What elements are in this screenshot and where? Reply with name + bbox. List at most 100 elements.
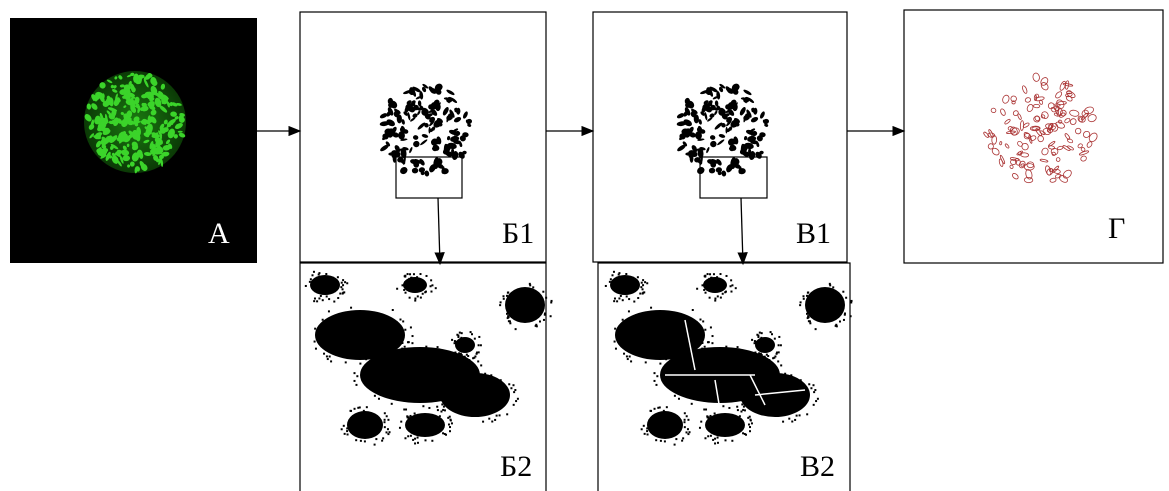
texture-blob [312, 274, 314, 276]
panel-label: Б2 [500, 450, 532, 483]
texture-blob [382, 437, 384, 439]
texture-blob [437, 409, 439, 411]
texture-blob [665, 358, 667, 360]
texture-blob [757, 336, 759, 338]
texture-blob [354, 408, 356, 410]
texture-blob [674, 444, 676, 446]
texture-blob [309, 281, 311, 283]
texture-blob [349, 410, 351, 412]
texture-blob [517, 398, 519, 400]
texture-blob [794, 419, 796, 421]
panel-label: Б1 [502, 217, 534, 250]
texture-blob [513, 391, 515, 393]
texture-blob [414, 438, 416, 440]
texture-blob [614, 341, 616, 343]
texture-blob [399, 427, 401, 429]
texture-blob [458, 352, 460, 354]
panel-label: В2 [800, 450, 835, 483]
texture-blob [384, 426, 386, 428]
texture-blob [507, 317, 509, 319]
texture-blob [686, 431, 688, 433]
texture-blob [744, 409, 746, 411]
texture-blob [444, 409, 446, 411]
texture-blob [443, 406, 445, 408]
texture-blob [735, 287, 737, 289]
texture-blob [845, 297, 847, 299]
texture-blob [710, 326, 712, 328]
texture-blob [346, 430, 348, 432]
texture-blob [448, 424, 450, 426]
texture-blob [341, 428, 343, 430]
texture-blob [449, 430, 451, 432]
texture-blob [318, 297, 320, 299]
texture-blob [437, 385, 439, 387]
texture-blob [737, 385, 739, 387]
texture-blob [722, 293, 724, 295]
texture-blob [340, 286, 342, 288]
texture-blob [510, 387, 512, 389]
texture-blob [675, 438, 677, 440]
texture-blob [633, 301, 635, 303]
texture-blob [725, 346, 727, 348]
texture-blob [711, 342, 713, 344]
texture-blob [655, 439, 657, 441]
texture-blob [508, 383, 510, 385]
texture-blob [447, 417, 449, 419]
texture-blob [615, 348, 617, 350]
texture-blob [705, 408, 707, 410]
texture-blob [660, 440, 662, 442]
texture-blob [843, 319, 845, 321]
texture-blob [422, 405, 424, 407]
texture-blob [702, 320, 704, 322]
texture-blob [637, 276, 639, 278]
texture-blob [425, 346, 427, 348]
texture-blob [347, 433, 349, 435]
texture-blob [502, 295, 504, 297]
texture-blob [550, 315, 552, 317]
texture-blob [472, 365, 474, 367]
texture-blob [442, 409, 444, 411]
texture-blob [850, 301, 852, 303]
texture-blob [400, 421, 402, 423]
texture-blob [503, 298, 505, 300]
texture-blob [345, 361, 347, 363]
texture-blob [684, 419, 686, 421]
texture-blob [626, 355, 628, 357]
texture-blob [461, 332, 463, 334]
texture-blob [807, 291, 809, 293]
texture-blob [387, 419, 389, 421]
texture-blob [701, 342, 703, 344]
texture-blob [346, 282, 348, 284]
texture-blob [374, 395, 376, 397]
texture-blob [790, 374, 792, 376]
texture-blob [410, 435, 412, 437]
texture-blob [760, 353, 762, 355]
texture-blob [454, 342, 456, 344]
texture-blob [407, 435, 409, 437]
texture-blob [480, 344, 482, 346]
texture-blob [730, 279, 732, 281]
texture-blob [706, 416, 708, 418]
texture-blob [346, 427, 348, 429]
texture-blob [691, 403, 693, 405]
texture-blob [405, 292, 407, 294]
texture-blob [754, 342, 756, 344]
texture-blob [800, 301, 802, 303]
texture-blob [771, 333, 773, 335]
texture-blob [618, 274, 620, 276]
texture-blob [687, 419, 689, 421]
texture-blob [404, 346, 406, 348]
texture-blob [770, 331, 772, 333]
texture-blob [808, 383, 810, 385]
texture-blob [642, 284, 644, 286]
texture-blob [509, 322, 511, 324]
texture-blob [642, 279, 644, 281]
texture-blob [628, 298, 630, 300]
texture-blob [705, 292, 707, 294]
texture-blob [465, 372, 467, 374]
texture-blob [743, 406, 745, 408]
texture-blob [844, 312, 846, 314]
texture-blob [414, 442, 416, 444]
texture-blob [850, 315, 852, 317]
texture-blob [666, 406, 668, 408]
